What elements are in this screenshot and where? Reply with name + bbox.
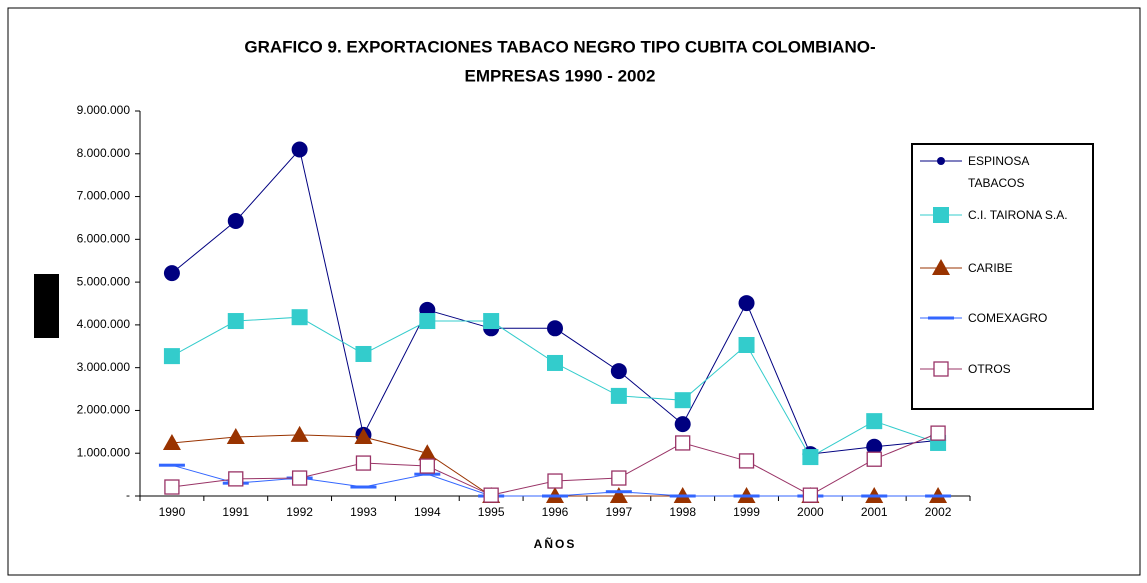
point	[669, 494, 696, 498]
point	[164, 479, 180, 495]
x-tick-label: 1990	[159, 505, 186, 519]
x-axis-title: AÑOS	[534, 536, 577, 551]
point	[542, 494, 568, 498]
point	[674, 416, 691, 433]
point	[609, 487, 628, 503]
x-tick-label: 1995	[478, 505, 505, 519]
point	[925, 494, 952, 498]
point	[226, 427, 245, 444]
x-tick-label: 1996	[542, 505, 569, 519]
point	[350, 485, 377, 489]
point	[674, 392, 691, 409]
point	[866, 413, 883, 430]
y-tick-label: 5.000.000	[77, 274, 131, 288]
y-tick-label: 3.000.000	[77, 360, 131, 374]
x-tick-label: 1994	[414, 505, 441, 519]
point	[610, 363, 627, 380]
x-tick-label: 1992	[286, 505, 313, 519]
point	[227, 313, 244, 330]
y-tick-label: 4.000.000	[77, 317, 131, 331]
x-tick-label: 1991	[222, 505, 249, 519]
point	[802, 449, 819, 466]
x-tick-label: 1993	[350, 505, 377, 519]
x-tick-label: 1999	[733, 505, 760, 519]
point	[163, 265, 180, 282]
legend-label: OTROS	[968, 362, 1011, 376]
x-tick-label: 2000	[797, 505, 824, 519]
point	[483, 313, 500, 330]
legend-marker	[933, 361, 949, 377]
y-tick-label: 6.000.000	[77, 232, 131, 246]
point	[738, 295, 755, 312]
point	[158, 463, 185, 467]
legend-label: C.I. TAIRONA S.A.	[968, 208, 1068, 222]
point	[733, 494, 760, 498]
point	[866, 438, 883, 455]
y-tick-label: 1.000.000	[77, 445, 131, 459]
legend-label: ESPINOSA TABACOS	[968, 154, 1029, 190]
point	[930, 425, 946, 441]
point	[738, 453, 755, 469]
legend-marker	[933, 207, 949, 223]
x-tick-label: 1997	[605, 505, 632, 519]
x-tick-label: 2001	[861, 505, 888, 519]
legend-marker	[932, 259, 950, 275]
point	[228, 471, 244, 487]
y-tick-label: -	[126, 488, 130, 502]
legend-marker	[928, 316, 954, 320]
x-tick-label: 1998	[669, 505, 696, 519]
point	[547, 473, 563, 489]
point	[547, 320, 563, 337]
point	[483, 487, 499, 503]
point	[162, 433, 181, 450]
y-tick-label: 8.000.000	[77, 146, 131, 160]
point	[605, 490, 632, 494]
y-tick-label: 9.000.000	[77, 103, 131, 117]
point	[419, 313, 436, 330]
point	[227, 212, 244, 229]
point	[291, 470, 308, 486]
y-tick-label: 7.000.000	[77, 189, 131, 203]
legend-label: CARIBE	[968, 261, 1013, 275]
point	[291, 309, 308, 326]
point	[738, 336, 755, 353]
legend-marker	[937, 157, 945, 165]
point	[419, 458, 435, 474]
chart-title: EMPRESAS 1990 - 2002	[465, 66, 656, 85]
point	[547, 354, 563, 371]
legend-label: COMEXAGRO	[968, 311, 1048, 325]
black-block	[34, 274, 59, 338]
point	[355, 455, 372, 471]
point	[861, 494, 888, 498]
point	[290, 425, 309, 442]
point	[418, 444, 437, 461]
chart-title: GRAFICO 9. EXPORTACIONES TABACO NEGRO TI…	[244, 37, 875, 56]
point	[163, 348, 180, 365]
point	[291, 141, 308, 158]
point	[355, 345, 372, 362]
point	[611, 470, 627, 486]
point	[414, 472, 441, 476]
y-tick-label: 2.000.000	[77, 403, 131, 417]
x-tick-label: 2002	[925, 505, 952, 519]
point	[610, 387, 627, 404]
point	[675, 435, 691, 451]
point	[866, 451, 882, 467]
point	[802, 487, 819, 503]
point	[354, 427, 373, 444]
